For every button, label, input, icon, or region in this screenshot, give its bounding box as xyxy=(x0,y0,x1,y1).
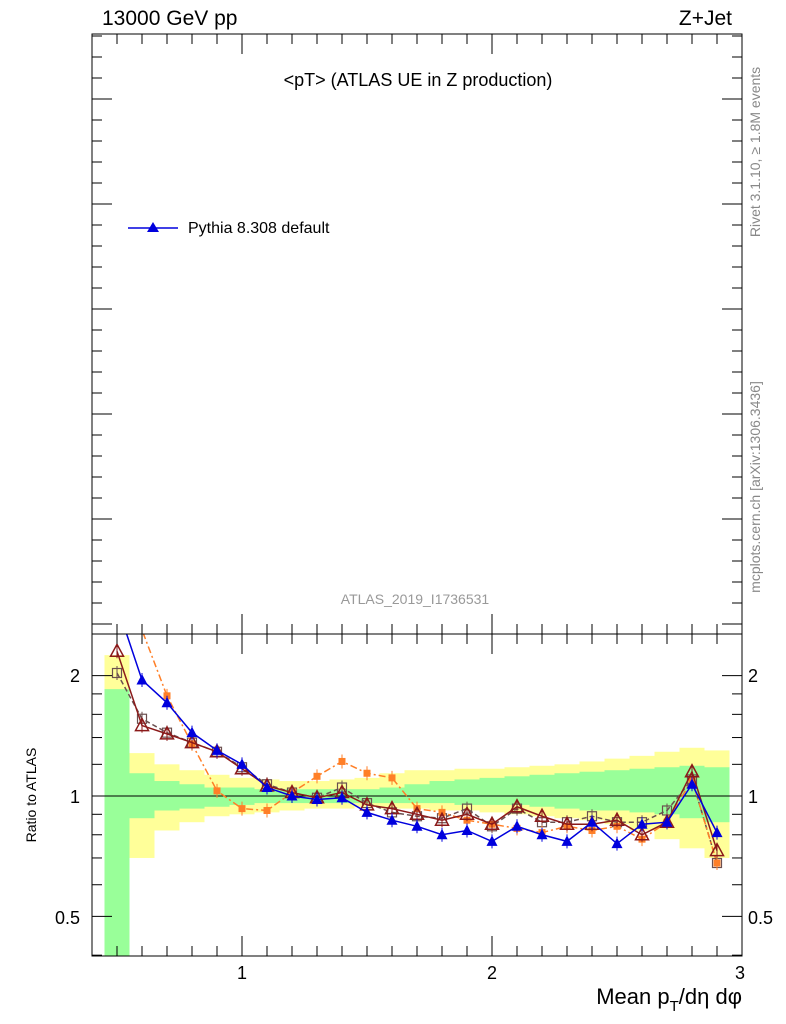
ratio-tick-label-left-1: 1 xyxy=(70,787,80,807)
series-marker-1 xyxy=(484,815,500,830)
series-marker-1 xyxy=(459,805,475,821)
series-marker-2 xyxy=(313,772,321,780)
x-axis-label: Mean pT/dη dφ xyxy=(596,984,742,1015)
legend-label: Pythia 8.308 default xyxy=(188,220,330,237)
series-marker-0 xyxy=(536,828,548,840)
series-marker-2 xyxy=(713,859,721,867)
series-marker-0 xyxy=(461,824,473,835)
series-marker-1 xyxy=(159,725,175,740)
band-inner-bin xyxy=(429,781,455,804)
series-marker-0 xyxy=(636,818,648,829)
ratio-y-axis-label: Ratio to ATLAS xyxy=(23,748,39,843)
series-marker-0 xyxy=(611,837,623,849)
ratio-series xyxy=(109,575,725,870)
series-marker-1 xyxy=(509,798,525,813)
series-marker-1 xyxy=(559,815,575,830)
series-marker-3 xyxy=(111,667,123,679)
main-plot-frame xyxy=(91,33,743,635)
series-marker-0 xyxy=(136,673,148,685)
legend: Pythia 8.308 default xyxy=(128,220,330,237)
band-inner-bin xyxy=(629,768,655,813)
series-marker-0 xyxy=(286,790,298,801)
ratio-tick-label-left-2: 2 xyxy=(70,666,80,686)
series-marker-0 xyxy=(186,726,198,738)
band-inner-bin xyxy=(104,689,130,956)
series-marker-0 xyxy=(436,828,448,840)
band-inner-bin xyxy=(529,774,555,807)
series-marker-0 xyxy=(486,835,498,846)
series-marker-1 xyxy=(609,811,625,826)
series-marker-1 xyxy=(184,734,200,749)
series-marker-0 xyxy=(686,778,698,789)
analysis-id: ATLAS_2019_I1736531 xyxy=(341,591,490,607)
band-inner-bin xyxy=(554,773,580,809)
ratio-axis-ticks xyxy=(91,634,743,956)
series-marker-0 xyxy=(161,696,173,708)
series-marker-1 xyxy=(709,842,725,857)
chart-title: <pT> (ATLAS UE in Z production) xyxy=(284,70,553,90)
x-tick-label-1: 1 xyxy=(237,963,247,983)
x-tick-label-2: 2 xyxy=(487,963,497,983)
series-marker-0 xyxy=(586,816,598,827)
ratio-tick-label-right-0.5: 0.5 xyxy=(748,908,773,928)
x-tick-label-3: 3 xyxy=(735,963,745,983)
series-marker-2 xyxy=(238,805,246,813)
series-marker-0 xyxy=(361,806,373,817)
series-marker-2 xyxy=(363,769,371,777)
band-inner-bin xyxy=(579,771,605,811)
series-marker-1 xyxy=(109,642,125,658)
band-inner-bin xyxy=(479,777,505,805)
series-marker-0 xyxy=(336,791,348,803)
series-marker-2 xyxy=(114,575,121,582)
band-inner-bin xyxy=(704,767,730,823)
legend-marker xyxy=(147,222,159,232)
energy-label: 13000 GeV pp xyxy=(102,7,238,30)
process-label: Z+Jet xyxy=(678,7,732,30)
ratio-tick-label-left-0.5: 0.5 xyxy=(55,908,80,928)
rivet-label: Rivet 3.1.10, ≥ 1.8M events xyxy=(747,67,763,237)
series-marker-0 xyxy=(661,816,673,827)
series-marker-0 xyxy=(411,820,423,831)
series-marker-1 xyxy=(684,763,700,778)
series-marker-2 xyxy=(388,774,396,782)
series-marker-0 xyxy=(236,758,248,769)
series-marker-2 xyxy=(213,787,221,795)
series-marker-0 xyxy=(386,814,398,825)
series-marker-0 xyxy=(711,826,723,838)
band-inner-bin xyxy=(604,770,630,811)
series-marker-1 xyxy=(134,716,150,732)
series-marker-2 xyxy=(263,806,271,814)
ratio-tick-label-right-2: 2 xyxy=(748,666,758,686)
series-marker-2 xyxy=(338,757,346,765)
ratio-tick-label-right-1: 1 xyxy=(748,787,758,807)
band-inner-bin xyxy=(454,779,480,805)
series-marker-1 xyxy=(434,811,450,826)
main-axis-ticks xyxy=(91,34,743,634)
series-marker-0 xyxy=(311,793,323,805)
source-label: mcplots.cern.ch [arXiv:1306.3436] xyxy=(747,381,763,593)
series-marker-0 xyxy=(561,835,573,846)
series-marker-1 xyxy=(534,807,550,822)
series-marker-1 xyxy=(634,826,650,841)
band-inner-bin xyxy=(404,784,430,804)
series-marker-0 xyxy=(112,599,123,610)
band-inner-bin xyxy=(379,787,405,804)
series-marker-0 xyxy=(211,744,223,755)
series-marker-0 xyxy=(261,781,273,793)
series-marker-0 xyxy=(511,820,523,831)
